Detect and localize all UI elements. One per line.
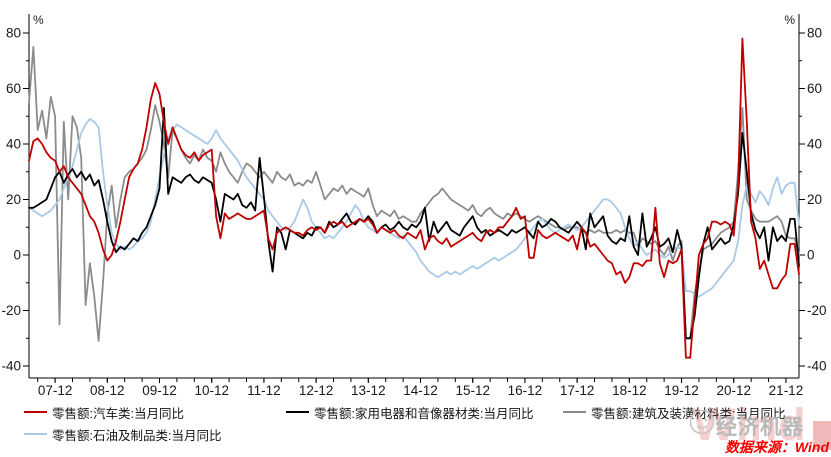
legend-item-series-2: 零售额:建筑及装潢材料类:当月同比 <box>563 403 785 422</box>
data-source-note: 数据来源：Wind <box>724 439 829 455</box>
watermark-pink-block <box>813 421 831 450</box>
svg-text:-40: -40 <box>1 359 21 374</box>
watermark-mascot-icon <box>689 409 715 435</box>
legend-item-series-1: 零售额:家用电器和音像器材类:当月同比 <box>286 403 563 422</box>
svg-text:-20: -20 <box>1 303 21 318</box>
legend-label: 零售额:汽车类:当月同比 <box>52 406 184 421</box>
legend-item-series-3: 零售额:石油及制品类:当月同比 <box>24 425 221 444</box>
svg-text:0: 0 <box>807 248 815 263</box>
svg-text:08-12: 08-12 <box>90 383 125 398</box>
svg-text:-20: -20 <box>807 303 827 318</box>
svg-text:14-12: 14-12 <box>403 383 438 398</box>
svg-text:18-12: 18-12 <box>612 383 647 398</box>
svg-text:20: 20 <box>807 192 822 207</box>
svg-text:10-12: 10-12 <box>194 383 229 398</box>
svg-text:40: 40 <box>807 137 822 152</box>
svg-text:%: % <box>784 13 795 27</box>
wind-background-watermark: Wind <box>693 399 807 450</box>
svg-text:21-12: 21-12 <box>769 383 804 398</box>
svg-text:60: 60 <box>807 81 822 96</box>
svg-text:20-12: 20-12 <box>716 383 751 398</box>
svg-text:15-12: 15-12 <box>455 383 490 398</box>
chart-legend: 零售额:汽车类:当月同比 零售额:家用电器和音像器材类:当月同比 零售额:建筑及装潢… <box>24 401 814 445</box>
legend-item-series-0: 零售额:汽车类:当月同比 <box>24 403 286 422</box>
svg-text:60: 60 <box>6 81 21 96</box>
legend-row-1: 零售额:汽车类:当月同比 零售额:家用电器和音像器材类:当月同比 零售额:建筑及装潢… <box>24 401 814 423</box>
legend-marker-icon <box>286 411 309 413</box>
svg-text:17-12: 17-12 <box>560 383 595 398</box>
series-line-3 <box>28 118 800 298</box>
svg-text:16-12: 16-12 <box>508 383 543 398</box>
legend-label: 零售额:石油及制品类:当月同比 <box>52 428 222 443</box>
series-line-1 <box>28 107 800 340</box>
svg-text:12-12: 12-12 <box>299 383 334 398</box>
legend-marker-icon <box>24 433 47 435</box>
svg-text:07-12: 07-12 <box>38 383 73 398</box>
svg-text:20: 20 <box>6 192 21 207</box>
svg-text:09-12: 09-12 <box>142 383 177 398</box>
chart-series-lines <box>28 37 800 359</box>
svg-text:-40: -40 <box>807 359 827 374</box>
legend-marker-icon <box>24 411 47 413</box>
svg-text:80: 80 <box>6 26 21 41</box>
svg-text:40: 40 <box>6 137 21 152</box>
svg-text:11-12: 11-12 <box>247 383 281 398</box>
series-line-0 <box>28 37 800 359</box>
watermark-brand-text: 经济机器 <box>716 416 804 439</box>
svg-text:19-12: 19-12 <box>664 383 699 398</box>
legend-label: 零售额:家用电器和音像器材类:当月同比 <box>314 406 534 421</box>
legend-marker-icon <box>563 411 586 413</box>
svg-text:80: 80 <box>807 26 822 41</box>
svg-text:13-12: 13-12 <box>351 383 386 398</box>
svg-text:0: 0 <box>13 248 21 263</box>
legend-row-2: 零售额:石油及制品类:当月同比 <box>24 423 814 445</box>
svg-text:%: % <box>33 13 44 27</box>
chart-axes: 80 80 60 60 40 40 20 20 0 0 -20 -20 -40 -40% % 07-12 08-… <box>1 13 826 398</box>
legend-label: 零售额:建筑及装潢材料类:当月同比 <box>591 406 786 421</box>
